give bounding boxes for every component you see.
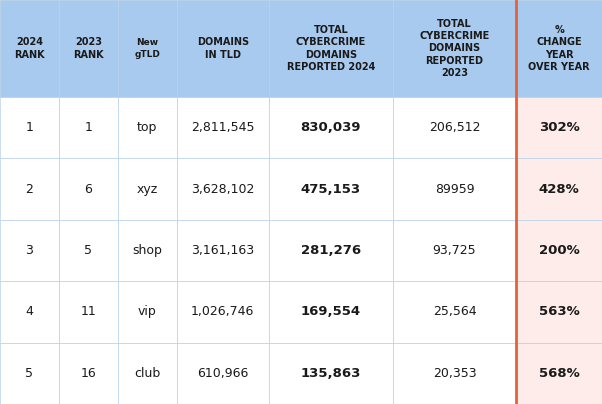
Bar bbox=[0, 158, 59, 220]
Text: 20,353: 20,353 bbox=[433, 367, 476, 380]
Bar bbox=[517, 0, 602, 97]
Text: 6: 6 bbox=[84, 183, 92, 196]
Text: 3,628,102: 3,628,102 bbox=[191, 183, 255, 196]
Bar bbox=[269, 0, 393, 97]
Text: 5: 5 bbox=[25, 367, 34, 380]
Bar bbox=[118, 0, 176, 97]
Text: 3: 3 bbox=[25, 244, 33, 257]
Text: 2: 2 bbox=[25, 183, 33, 196]
Bar bbox=[517, 220, 602, 281]
Text: xyz: xyz bbox=[137, 183, 158, 196]
Bar bbox=[118, 220, 176, 281]
Bar bbox=[176, 343, 269, 404]
Text: 2,811,545: 2,811,545 bbox=[191, 121, 255, 134]
Text: TOTAL
CYBERCRIME
DOMAINS
REPORTED 2024: TOTAL CYBERCRIME DOMAINS REPORTED 2024 bbox=[287, 25, 375, 72]
Bar bbox=[0, 97, 59, 158]
Text: vip: vip bbox=[138, 305, 157, 318]
Bar bbox=[176, 97, 269, 158]
Bar bbox=[269, 97, 393, 158]
Bar bbox=[59, 281, 118, 343]
Text: 16: 16 bbox=[81, 367, 96, 380]
Text: 3,161,163: 3,161,163 bbox=[191, 244, 254, 257]
Bar bbox=[517, 281, 602, 343]
Text: 475,153: 475,153 bbox=[301, 183, 361, 196]
Text: club: club bbox=[134, 367, 160, 380]
Bar bbox=[59, 97, 118, 158]
Text: shop: shop bbox=[132, 244, 162, 257]
Bar bbox=[269, 220, 393, 281]
Bar bbox=[59, 220, 118, 281]
Bar bbox=[393, 158, 517, 220]
Text: top: top bbox=[137, 121, 157, 134]
Text: 302%: 302% bbox=[539, 121, 580, 134]
Bar bbox=[0, 281, 59, 343]
Bar bbox=[269, 158, 393, 220]
Text: %
CHANGE
YEAR
OVER YEAR: % CHANGE YEAR OVER YEAR bbox=[529, 25, 590, 72]
Text: 428%: 428% bbox=[539, 183, 580, 196]
Bar bbox=[393, 97, 517, 158]
Bar bbox=[393, 220, 517, 281]
Bar bbox=[176, 158, 269, 220]
Text: 135,863: 135,863 bbox=[300, 367, 361, 380]
Text: 25,564: 25,564 bbox=[433, 305, 476, 318]
Text: 93,725: 93,725 bbox=[433, 244, 476, 257]
Text: 281,276: 281,276 bbox=[301, 244, 361, 257]
Bar bbox=[118, 97, 176, 158]
Text: 563%: 563% bbox=[539, 305, 580, 318]
Text: 568%: 568% bbox=[539, 367, 580, 380]
Bar bbox=[517, 343, 602, 404]
Text: 830,039: 830,039 bbox=[300, 121, 361, 134]
Bar bbox=[176, 220, 269, 281]
Bar bbox=[0, 220, 59, 281]
Text: 5: 5 bbox=[84, 244, 92, 257]
Bar bbox=[0, 343, 59, 404]
Bar bbox=[393, 343, 517, 404]
Text: 2023
RANK: 2023 RANK bbox=[73, 37, 104, 60]
Bar bbox=[517, 158, 602, 220]
Bar bbox=[0, 0, 59, 97]
Text: 4: 4 bbox=[25, 305, 33, 318]
Bar bbox=[59, 0, 118, 97]
Bar bbox=[517, 97, 602, 158]
Bar bbox=[393, 0, 517, 97]
Bar bbox=[269, 343, 393, 404]
Bar bbox=[176, 281, 269, 343]
Bar bbox=[118, 281, 176, 343]
Text: 1: 1 bbox=[84, 121, 92, 134]
Text: 89959: 89959 bbox=[435, 183, 474, 196]
Text: 200%: 200% bbox=[539, 244, 580, 257]
Text: 206,512: 206,512 bbox=[429, 121, 480, 134]
Bar bbox=[118, 343, 176, 404]
Bar bbox=[176, 0, 269, 97]
Text: 169,554: 169,554 bbox=[301, 305, 361, 318]
Bar bbox=[59, 158, 118, 220]
Bar bbox=[59, 343, 118, 404]
Bar bbox=[393, 281, 517, 343]
Bar bbox=[269, 281, 393, 343]
Text: New
gTLD: New gTLD bbox=[134, 38, 160, 59]
Bar bbox=[118, 158, 176, 220]
Text: 11: 11 bbox=[81, 305, 96, 318]
Text: 1: 1 bbox=[25, 121, 33, 134]
Text: DOMAINS
IN TLD: DOMAINS IN TLD bbox=[197, 37, 249, 60]
Text: 1,026,746: 1,026,746 bbox=[191, 305, 255, 318]
Text: 610,966: 610,966 bbox=[197, 367, 249, 380]
Text: 2024
RANK: 2024 RANK bbox=[14, 37, 45, 60]
Text: TOTAL
CYBERCRIME
DOMAINS
REPORTED
2023: TOTAL CYBERCRIME DOMAINS REPORTED 2023 bbox=[420, 19, 489, 78]
